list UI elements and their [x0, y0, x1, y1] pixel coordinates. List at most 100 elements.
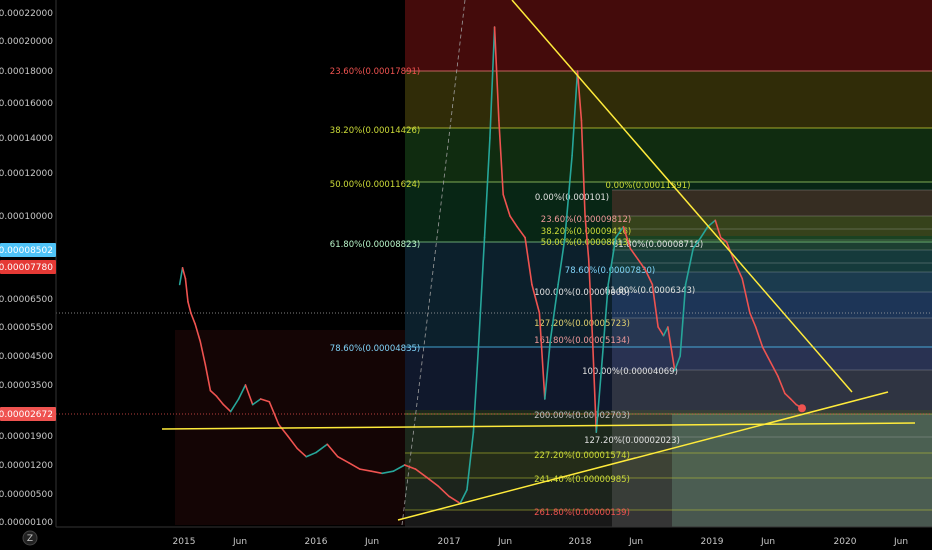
price-segment	[706, 219, 717, 228]
y-tick-label: 0.00012000	[0, 169, 53, 179]
x-tick-label: 2017	[438, 537, 461, 547]
x-tick-label: Jun	[364, 537, 379, 547]
price-badge-label: 0.00007780	[0, 263, 53, 273]
price-segment	[222, 403, 232, 413]
price-segment	[204, 363, 212, 392]
price-segment	[576, 70, 583, 122]
y-tick-label: 0.00005500	[0, 323, 53, 333]
y-tick-label: 0.00001900	[0, 432, 53, 442]
price-segment	[538, 312, 546, 400]
x-tick-label: 2015	[173, 537, 196, 547]
price-segment	[237, 384, 247, 400]
price-segment	[498, 119, 504, 196]
price-segment	[769, 360, 779, 378]
price-badge-label: 0.00002672	[0, 410, 53, 420]
price-segment	[190, 312, 197, 326]
fib-label: 261.80%(0.00000139)	[534, 508, 630, 518]
price-segment	[448, 495, 461, 505]
price-segment	[531, 283, 541, 314]
fib-label-secondary: 50.00%(0.00008813)	[541, 238, 631, 248]
price-axis-background	[0, 0, 56, 550]
y-tick-label: 0.00004500	[0, 352, 53, 362]
price-segment	[392, 464, 406, 473]
price-segment	[784, 392, 792, 400]
price-segment	[629, 247, 639, 261]
price-segment	[516, 226, 526, 239]
fib-label: 200.00%(0.00002703)	[534, 411, 630, 421]
fib-zone	[405, 128, 932, 182]
fib-label-secondary: 100.00%(0.00004069)	[582, 367, 678, 377]
price-segment	[348, 462, 361, 470]
fib-label-secondary: 0.00%(0.00011591)	[605, 181, 690, 191]
descending-trend-line[interactable]	[511, 0, 853, 393]
y-tick-label: 0.00001200	[0, 461, 53, 471]
price-segment	[564, 154, 573, 239]
fib-label: 78.60%(0.00004835)	[330, 344, 420, 354]
price-segment	[587, 258, 594, 343]
y-tick-label: 0.00003500	[0, 381, 53, 391]
fib-label: 227.20%(0.00001574)	[534, 451, 630, 461]
dashed-trend-curve	[401, 0, 466, 526]
price-segment	[615, 226, 625, 239]
x-tick-label: 2019	[701, 537, 724, 547]
price-segment	[483, 137, 491, 239]
y-tick-label: 0.00020000	[0, 37, 53, 47]
price-segment	[426, 476, 439, 487]
y-tick-label: 0.00016000	[0, 99, 53, 109]
price-segment	[337, 455, 350, 464]
x-tick-label: 2020	[834, 537, 857, 547]
y-tick-label: 0.00006500	[0, 295, 53, 305]
x-tick-label: 2018	[569, 537, 592, 547]
price-segment	[296, 447, 308, 458]
fib-zone	[405, 510, 932, 527]
price-segment	[209, 389, 218, 398]
fib-zone-secondary	[612, 414, 932, 527]
price-segment	[732, 258, 744, 280]
x-tick-label: 2016	[305, 537, 328, 547]
price-segment	[414, 468, 428, 479]
price-segment	[777, 375, 786, 395]
price-segment	[436, 484, 450, 498]
x-tick-label: Jun	[628, 537, 643, 547]
price-segment	[754, 326, 764, 349]
price-segment	[644, 269, 654, 286]
rising-trend-line[interactable]	[397, 391, 889, 521]
fib-zone-secondary	[612, 250, 932, 272]
price-segment	[502, 193, 511, 217]
fib-label: 100.00%(0.00000000)	[534, 288, 630, 298]
price-segment	[699, 226, 709, 239]
fib-label: 61.80%(0.00008823)	[330, 240, 420, 250]
logo-badge	[22, 530, 38, 546]
fib-zone-secondary	[612, 292, 932, 318]
price-segment	[637, 258, 647, 271]
price-badge-label: 0.00008502	[0, 246, 53, 256]
x-tick-label: Jun	[497, 537, 512, 547]
price-segment	[326, 443, 339, 458]
price-segment	[493, 26, 500, 122]
horizontal-support-line[interactable]	[161, 422, 916, 430]
price-segment	[268, 400, 280, 426]
price-segment	[719, 236, 728, 243]
fib-zone-secondary	[612, 190, 932, 216]
price-badge	[0, 243, 56, 257]
y-tick-label: 0.00018000	[0, 67, 53, 77]
price-segment	[403, 464, 417, 470]
price-segment	[187, 300, 192, 314]
fib-zone	[405, 478, 932, 510]
fib-zone-secondary	[612, 216, 932, 236]
fib-label: 50.00%(0.00011624)	[330, 180, 420, 190]
price-segment	[571, 70, 579, 157]
price-segment	[692, 236, 702, 250]
y-tick-label: 0.00022000	[0, 9, 53, 19]
price-segment	[662, 326, 669, 337]
fib-zone	[405, 452, 932, 478]
logo-text: Z	[27, 534, 33, 544]
fib-zone	[405, 347, 932, 410]
x-tick-label: Jun	[232, 537, 247, 547]
price-segment	[714, 219, 722, 239]
fib-label: 38.20%(0.00014426)	[330, 126, 420, 136]
fib-label: 241.40%(0.00000985)	[534, 475, 630, 485]
price-segment	[509, 215, 518, 228]
